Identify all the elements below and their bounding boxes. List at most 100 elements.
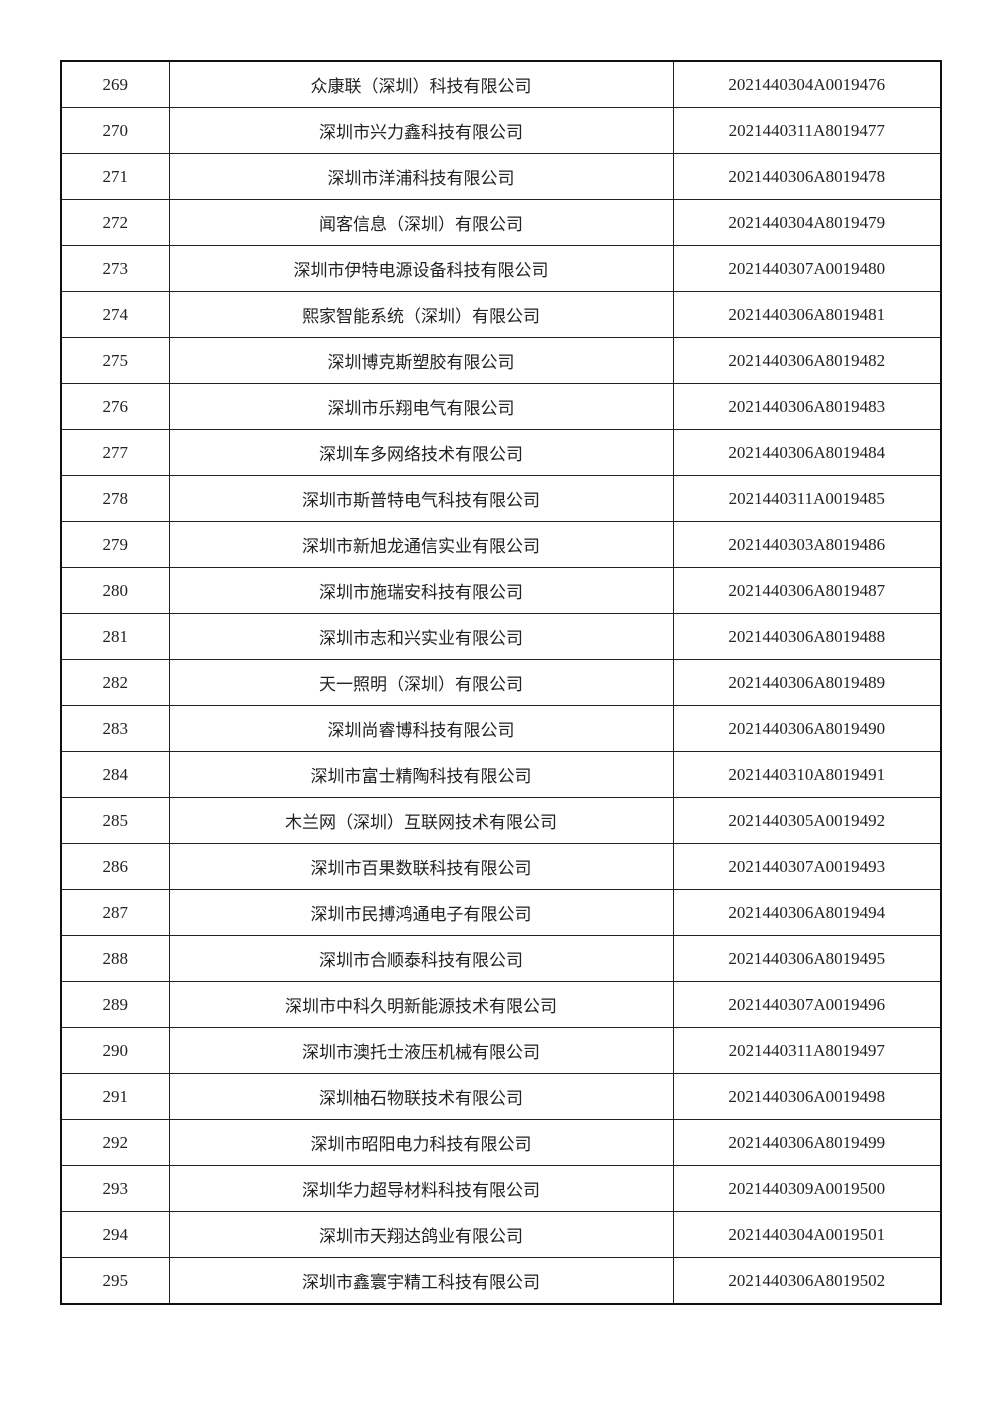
row-number-cell: 288	[60, 935, 170, 982]
company-name-cell: 深圳市富士精陶科技有限公司	[168, 751, 674, 798]
table-row: 269 众康联（深圳）科技有限公司 2021440304A0019476	[60, 60, 942, 108]
company-name-cell: 深圳华力超导材料科技有限公司	[168, 1165, 674, 1212]
registration-code-cell: 2021440311A8019477	[672, 107, 942, 154]
table-row: 290 深圳市澳托士液压机械有限公司 2021440311A8019497	[60, 1027, 942, 1074]
row-number-cell: 284	[60, 751, 170, 798]
registration-code-cell: 2021440311A8019497	[672, 1027, 942, 1074]
row-number-cell: 271	[60, 153, 170, 200]
company-name-cell: 深圳市天翔达鸽业有限公司	[168, 1211, 674, 1258]
registration-code-cell: 2021440306A8019481	[672, 291, 942, 338]
company-name-cell: 深圳市施瑞安科技有限公司	[168, 567, 674, 614]
company-name-cell: 熙家智能系统（深圳）有限公司	[168, 291, 674, 338]
registration-code-cell: 2021440306A8019488	[672, 613, 942, 660]
table-row: 273 深圳市伊特电源设备科技有限公司 2021440307A0019480	[60, 245, 942, 292]
registration-code-cell: 2021440306A8019502	[672, 1257, 942, 1305]
company-name-cell: 深圳车多网络技术有限公司	[168, 429, 674, 476]
row-number-cell: 276	[60, 383, 170, 430]
registration-code-cell: 2021440307A0019493	[672, 843, 942, 890]
registration-code-cell: 2021440306A8019499	[672, 1119, 942, 1166]
table-row: 285 木兰网（深圳）互联网技术有限公司 2021440305A0019492	[60, 797, 942, 844]
registration-code-cell: 2021440306A8019478	[672, 153, 942, 200]
company-name-cell: 深圳柚石物联技术有限公司	[168, 1073, 674, 1120]
registration-code-cell: 2021440306A8019484	[672, 429, 942, 476]
row-number-cell: 294	[60, 1211, 170, 1258]
row-number-cell: 293	[60, 1165, 170, 1212]
row-number-cell: 290	[60, 1027, 170, 1074]
registration-code-cell: 2021440306A8019489	[672, 659, 942, 706]
row-number-cell: 295	[60, 1257, 170, 1305]
company-name-cell: 深圳市昭阳电力科技有限公司	[168, 1119, 674, 1166]
registration-code-cell: 2021440310A8019491	[672, 751, 942, 798]
company-table: 269 众康联（深圳）科技有限公司 2021440304A0019476 270 深圳市…	[60, 60, 942, 1305]
table-row: 293 深圳华力超导材料科技有限公司 2021440309A0019500	[60, 1165, 942, 1212]
table-row: 295 深圳市鑫寰宇精工科技有限公司 2021440306A8019502	[60, 1257, 942, 1305]
company-name-cell: 深圳市中科久明新能源技术有限公司	[168, 981, 674, 1028]
table-row: 289 深圳市中科久明新能源技术有限公司 2021440307A0019496	[60, 981, 942, 1028]
row-number-cell: 291	[60, 1073, 170, 1120]
row-number-cell: 279	[60, 521, 170, 568]
registration-code-cell: 2021440306A8019487	[672, 567, 942, 614]
company-name-cell: 深圳市民搏鸿通电子有限公司	[168, 889, 674, 936]
table-row: 280 深圳市施瑞安科技有限公司 2021440306A8019487	[60, 567, 942, 614]
row-number-cell: 281	[60, 613, 170, 660]
registration-code-cell: 2021440304A8019479	[672, 199, 942, 246]
row-number-cell: 292	[60, 1119, 170, 1166]
table-row: 292 深圳市昭阳电力科技有限公司 2021440306A8019499	[60, 1119, 942, 1166]
company-name-cell: 闻客信息（深圳）有限公司	[168, 199, 674, 246]
company-name-cell: 深圳市乐翔电气有限公司	[168, 383, 674, 430]
registration-code-cell: 2021440311A0019485	[672, 475, 942, 522]
row-number-cell: 283	[60, 705, 170, 752]
row-number-cell: 286	[60, 843, 170, 890]
table-row: 276 深圳市乐翔电气有限公司 2021440306A8019483	[60, 383, 942, 430]
row-number-cell: 270	[60, 107, 170, 154]
registration-code-cell: 2021440307A0019496	[672, 981, 942, 1028]
company-name-cell: 天一照明（深圳）有限公司	[168, 659, 674, 706]
row-number-cell: 275	[60, 337, 170, 384]
row-number-cell: 278	[60, 475, 170, 522]
registration-code-cell: 2021440304A0019476	[672, 60, 942, 108]
company-name-cell: 深圳市洋浦科技有限公司	[168, 153, 674, 200]
company-name-cell: 深圳市百果数联科技有限公司	[168, 843, 674, 890]
registration-code-cell: 2021440306A8019494	[672, 889, 942, 936]
company-name-cell: 众康联（深圳）科技有限公司	[168, 60, 674, 108]
table-row: 288 深圳市合顺泰科技有限公司 2021440306A8019495	[60, 935, 942, 982]
company-name-cell: 深圳市斯普特电气科技有限公司	[168, 475, 674, 522]
row-number-cell: 273	[60, 245, 170, 292]
table-row: 291 深圳柚石物联技术有限公司 2021440306A0019498	[60, 1073, 942, 1120]
table-row: 283 深圳尚睿博科技有限公司 2021440306A8019490	[60, 705, 942, 752]
row-number-cell: 272	[60, 199, 170, 246]
row-number-cell: 282	[60, 659, 170, 706]
registration-code-cell: 2021440304A0019501	[672, 1211, 942, 1258]
row-number-cell: 274	[60, 291, 170, 338]
registration-code-cell: 2021440306A0019498	[672, 1073, 942, 1120]
company-name-cell: 深圳市伊特电源设备科技有限公司	[168, 245, 674, 292]
table-row: 271 深圳市洋浦科技有限公司 2021440306A8019478	[60, 153, 942, 200]
table-row: 279 深圳市新旭龙通信实业有限公司 2021440303A8019486	[60, 521, 942, 568]
company-name-cell: 深圳市澳托士液压机械有限公司	[168, 1027, 674, 1074]
company-name-cell: 深圳市鑫寰宇精工科技有限公司	[168, 1257, 674, 1305]
company-name-cell: 深圳市兴力鑫科技有限公司	[168, 107, 674, 154]
table-row: 282 天一照明（深圳）有限公司 2021440306A8019489	[60, 659, 942, 706]
table-row: 272 闻客信息（深圳）有限公司 2021440304A8019479	[60, 199, 942, 246]
company-name-cell: 深圳市新旭龙通信实业有限公司	[168, 521, 674, 568]
row-number-cell: 285	[60, 797, 170, 844]
table-row: 277 深圳车多网络技术有限公司 2021440306A8019484	[60, 429, 942, 476]
registration-code-cell: 2021440306A8019482	[672, 337, 942, 384]
company-name-cell: 深圳博克斯塑胶有限公司	[168, 337, 674, 384]
registration-code-cell: 2021440306A8019490	[672, 705, 942, 752]
row-number-cell: 280	[60, 567, 170, 614]
registration-code-cell: 2021440307A0019480	[672, 245, 942, 292]
company-name-cell: 深圳市合顺泰科技有限公司	[168, 935, 674, 982]
row-number-cell: 277	[60, 429, 170, 476]
registration-code-cell: 2021440303A8019486	[672, 521, 942, 568]
table-body: 269 众康联（深圳）科技有限公司 2021440304A0019476 270 深圳市…	[60, 60, 942, 1305]
row-number-cell: 289	[60, 981, 170, 1028]
registration-code-cell: 2021440309A0019500	[672, 1165, 942, 1212]
table-row: 275 深圳博克斯塑胶有限公司 2021440306A8019482	[60, 337, 942, 384]
company-name-cell: 深圳市志和兴实业有限公司	[168, 613, 674, 660]
table-row: 287 深圳市民搏鸿通电子有限公司 2021440306A8019494	[60, 889, 942, 936]
table-row: 274 熙家智能系统（深圳）有限公司 2021440306A8019481	[60, 291, 942, 338]
table-row: 281 深圳市志和兴实业有限公司 2021440306A8019488	[60, 613, 942, 660]
table-row: 294 深圳市天翔达鸽业有限公司 2021440304A0019501	[60, 1211, 942, 1258]
company-name-cell: 深圳尚睿博科技有限公司	[168, 705, 674, 752]
